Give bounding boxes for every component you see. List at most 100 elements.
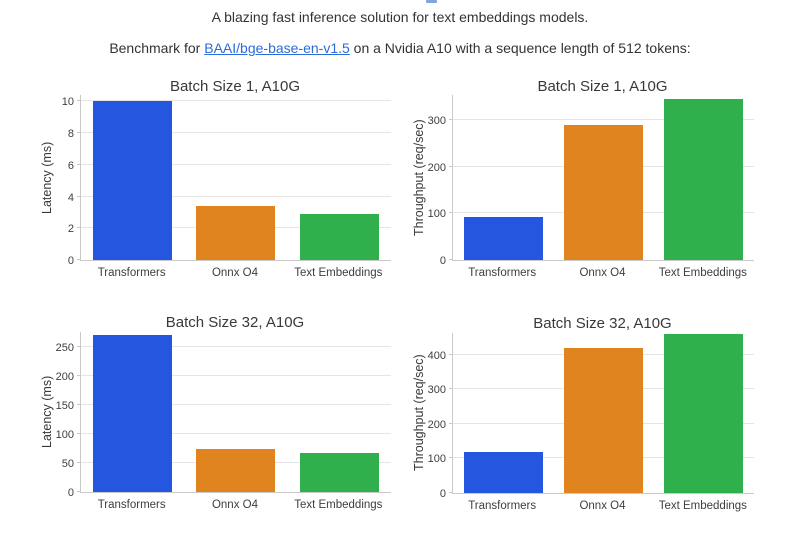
bar-transformers [93, 101, 173, 260]
bar-text-embeddings [664, 99, 744, 260]
y-tick-mark [449, 457, 453, 459]
y-tick-label: 150 [55, 400, 74, 413]
y-tick-label: 200 [427, 418, 446, 431]
gridline [81, 195, 391, 197]
benchmark-suffix-text: on a Nvidia A10 with a sequence length o… [349, 40, 691, 56]
benchmark-prefix-text: Benchmark for [109, 40, 205, 56]
y-tick-label: 0 [67, 487, 74, 499]
x-category-label: Transformers [97, 267, 166, 279]
benchmark-line: Benchmark for BAAI/bge-base-en-v1.5 on a… [0, 40, 800, 56]
y-tick-mark [77, 195, 81, 197]
gridline [81, 404, 391, 406]
x-category-label: Onnx O4 [579, 267, 626, 279]
gridline [81, 433, 391, 435]
y-tick-label: 200 [427, 161, 446, 174]
y-tick-mark [77, 375, 81, 377]
y-tick-mark [449, 259, 453, 260]
y-tick-mark [77, 163, 81, 165]
x-category-label: Transformers [468, 500, 537, 512]
y-tick-mark [449, 353, 453, 355]
gridline [453, 119, 754, 121]
bar-onnx-o4 [563, 124, 643, 260]
truncated-heading-fragment [426, 0, 437, 3]
y-tick-mark [449, 388, 453, 390]
y-tick-label: 100 [427, 453, 446, 466]
x-category-label: Text Embeddings [294, 267, 383, 279]
chart-title: Batch Size 1, A10G [537, 78, 668, 95]
y-tick-mark [449, 492, 453, 493]
x-axis-labels: Transformers Onnx O4 Text Embeddings [452, 500, 753, 512]
x-axis-labels: Transformers Onnx O4 Text Embeddings [452, 267, 753, 279]
x-axis-labels: Transformers Onnx O4 Text Embeddings [80, 267, 390, 279]
x-category-label: Transformers [468, 267, 537, 279]
x-category-label: Onnx O4 [579, 500, 626, 512]
chart-batch1-throughput: Batch Size 1, A10G Throughput (req/sec) … [412, 78, 780, 314]
y-tick-mark [77, 433, 81, 435]
bar-text-embeddings [299, 452, 379, 492]
y-tick-label: 100 [55, 429, 74, 442]
y-tick-mark [449, 119, 453, 121]
y-tick-mark [77, 462, 81, 464]
bars [453, 333, 754, 493]
y-tick-label: 6 [67, 159, 74, 172]
bars [453, 95, 754, 260]
plot-area: 0 50 100 150 200 250 [56, 332, 391, 499]
bar-onnx-o4 [563, 347, 643, 493]
y-tick-label: 300 [427, 384, 446, 397]
y-tick-mark [77, 132, 81, 134]
gridline [81, 163, 391, 165]
chart-title: Batch Size 32, A10G [165, 314, 305, 331]
y-tick-mark [77, 404, 81, 406]
bar-transformers [463, 217, 543, 260]
y-tick-mark [77, 259, 81, 260]
x-axis-labels: Transformers Onnx O4 Text Embeddings [80, 499, 390, 511]
y-tick-mark [449, 165, 453, 167]
plot-area: 0 100 200 300 [428, 95, 754, 267]
y-tick-label: 250 [55, 342, 74, 355]
bar-transformers [463, 452, 543, 493]
y-tick-label: 0 [67, 255, 74, 267]
chart-batch1-latency: Batch Size 1, A10G Latency (ms) 0 2 4 6 8 10 … [40, 78, 400, 314]
y-tick-label: 10 [61, 96, 74, 109]
x-category-label: Text Embeddings [658, 500, 747, 512]
gridline [81, 100, 391, 102]
x-category-label: Transformers [97, 499, 166, 511]
y-tick-label: 2 [67, 223, 74, 236]
bar-onnx-o4 [196, 206, 276, 260]
plot-area: 0 100 200 300 400 [428, 333, 754, 500]
y-tick-label: 0 [439, 488, 446, 500]
bar-transformers [93, 335, 173, 492]
y-tick-mark [449, 422, 453, 424]
x-category-label: Onnx O4 [211, 267, 258, 279]
bars [81, 332, 391, 492]
y-tick-mark [77, 346, 81, 348]
chart-batch32-latency: Batch Size 32, A10G Latency (ms) 0 50 100 1… [40, 314, 400, 544]
bars [81, 95, 391, 260]
bar-text-embeddings [299, 214, 379, 260]
y-tick-label: 300 [427, 115, 446, 128]
chart-title: Batch Size 32, A10G [533, 315, 672, 332]
bar-text-embeddings [664, 334, 744, 493]
chart-batch32-throughput: Batch Size 32, A10G Throughput (req/sec)… [412, 315, 780, 544]
chart-title: Batch Size 1, A10G [169, 78, 301, 95]
y-tick-label: 0 [439, 255, 446, 267]
plot-area: 0 2 4 6 8 10 [62, 95, 391, 267]
gridline [81, 132, 391, 134]
model-link[interactable]: BAAI/bge-base-en-v1.5 [204, 40, 350, 56]
y-tick-mark [77, 100, 81, 102]
y-tick-mark [77, 227, 81, 229]
y-tick-label: 4 [67, 191, 74, 204]
y-tick-label: 50 [61, 458, 74, 471]
bar-onnx-o4 [196, 448, 276, 492]
x-category-label: Onnx O4 [211, 499, 258, 511]
x-category-label: Text Embeddings [658, 267, 747, 279]
y-tick-mark [77, 491, 81, 492]
gridline [81, 346, 391, 348]
y-tick-label: 100 [427, 208, 446, 221]
y-tick-label: 200 [55, 371, 74, 384]
gridline [81, 375, 391, 377]
y-tick-label: 400 [427, 349, 446, 362]
x-category-label: Text Embeddings [294, 499, 383, 511]
tagline-text: A blazing fast inference solution for te… [211, 9, 589, 25]
